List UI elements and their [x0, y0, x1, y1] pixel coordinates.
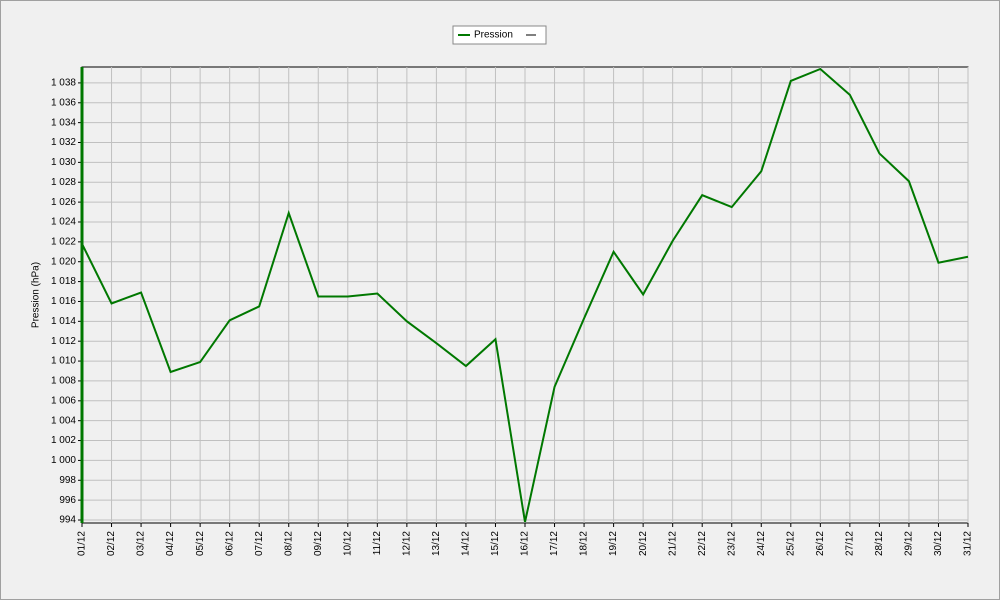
x-tick-label: 03/12: [136, 531, 147, 556]
y-tick-label: 1 024: [51, 217, 76, 228]
x-tick-label: 14/12: [461, 531, 472, 556]
x-tick-label: 11/12: [372, 531, 383, 556]
legend-label: Pression: [474, 30, 513, 41]
x-tick-label: 10/12: [342, 531, 353, 556]
x-tick-label: 22/12: [697, 531, 708, 556]
x-tick-label: 13/12: [431, 531, 442, 556]
y-tick-label: 1 016: [51, 296, 76, 307]
x-tick-label: 02/12: [106, 531, 117, 556]
x-tick-label: 06/12: [224, 531, 235, 556]
legend: Pression: [452, 25, 547, 45]
x-tick-label: 19/12: [608, 531, 619, 556]
y-tick-label: 1 026: [51, 197, 76, 208]
x-tick-label: 24/12: [756, 531, 767, 556]
x-tick-label: 31/12: [963, 531, 974, 556]
x-tick-label: 12/12: [402, 531, 413, 556]
y-tick-label: 1 000: [51, 455, 76, 466]
y-tick-label: 1 012: [51, 336, 76, 347]
x-tick-label: 26/12: [815, 531, 826, 556]
x-tick-label: 18/12: [579, 531, 590, 556]
y-tick-label: 1 028: [51, 177, 76, 188]
y-tick-label: 1 020: [51, 256, 76, 267]
x-tick-label: 07/12: [254, 531, 265, 556]
x-tick-label: 30/12: [933, 531, 944, 556]
y-tick-label: 998: [59, 475, 76, 486]
y-tick-label: 996: [59, 495, 76, 506]
x-tick-label: 28/12: [874, 531, 885, 556]
x-tick-label: 16/12: [520, 531, 531, 556]
x-tick-label: 29/12: [904, 531, 915, 556]
x-tick-label: 15/12: [490, 531, 501, 556]
y-tick-label: 1 032: [51, 137, 76, 148]
y-tick-label: 1 036: [51, 97, 76, 108]
y-tick-label: 1 008: [51, 376, 76, 387]
y-axis-label: Pression (hPa): [31, 262, 42, 328]
y-tick-label: 1 006: [51, 395, 76, 406]
x-tick-label: 25/12: [785, 531, 796, 556]
x-tick-label: 23/12: [726, 531, 737, 556]
x-tick-label: 05/12: [195, 531, 206, 556]
y-tick-label: 994: [59, 515, 76, 526]
y-tick-label: 1 022: [51, 236, 76, 247]
y-tick-label: 1 004: [51, 415, 76, 426]
y-tick-label: 1 010: [51, 356, 76, 367]
y-tick-label: 1 002: [51, 435, 76, 446]
x-tick-label: 20/12: [638, 531, 649, 556]
x-tick-label: 17/12: [549, 531, 560, 556]
x-tick-label: 21/12: [667, 531, 678, 556]
y-tick-label: 1 018: [51, 276, 76, 287]
legend-box: [452, 25, 547, 45]
y-tick-label: 1 030: [51, 157, 76, 168]
y-tick-label: 1 038: [51, 78, 76, 89]
y-tick-label: 1 034: [51, 117, 76, 128]
line: [81, 67, 969, 523]
x-tick-label: 04/12: [165, 531, 176, 556]
x-tick-label: 08/12: [283, 531, 294, 556]
x-tick-label: 01/12: [77, 531, 88, 556]
y-tick-label: 1 014: [51, 316, 76, 327]
x-tick-label: 27/12: [845, 531, 856, 556]
x-tick-label: 09/12: [313, 531, 324, 556]
